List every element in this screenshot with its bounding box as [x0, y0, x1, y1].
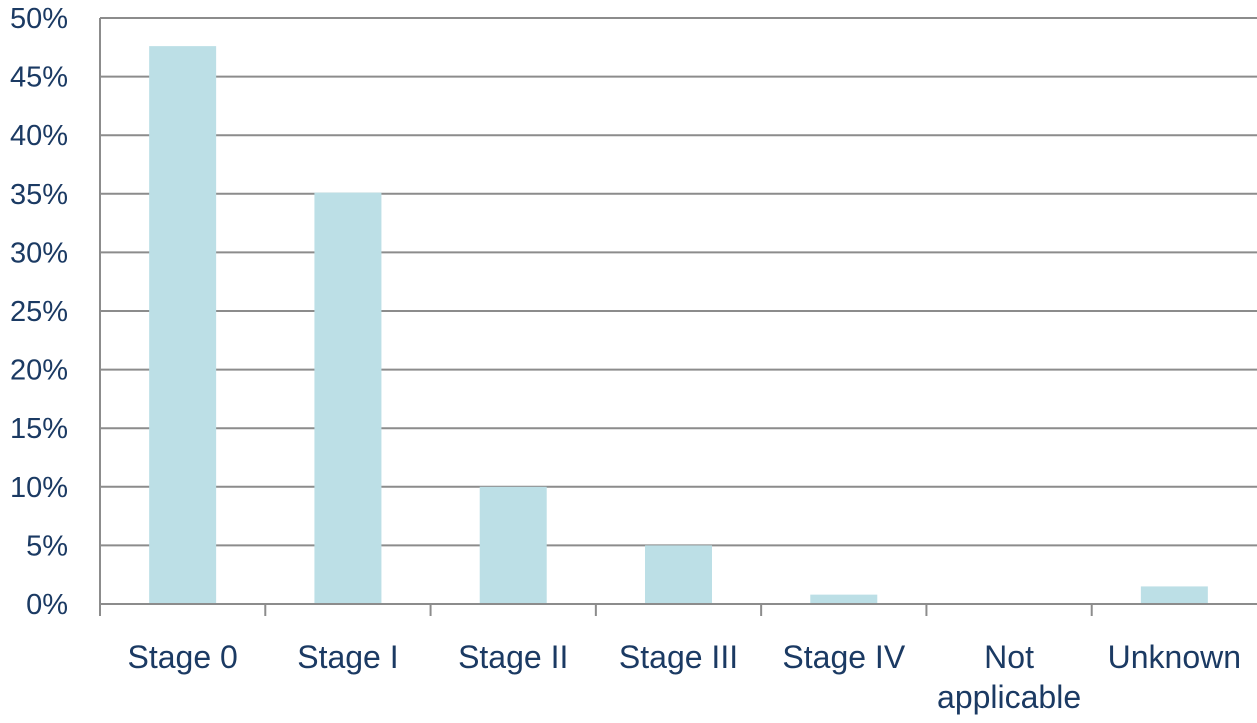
bar-stage-0: [149, 46, 217, 605]
x-tick-label: Not applicable: [937, 639, 1081, 715]
x-tick-label: Stage IV: [782, 639, 905, 675]
x-tick-label: Stage III: [619, 639, 738, 675]
y-tick-label: 20%: [10, 355, 68, 387]
y-tick-label: 0%: [26, 589, 68, 621]
x-tick-label: Stage I: [297, 639, 398, 675]
bar-stage-i: [314, 192, 382, 605]
y-tick-label: 15%: [10, 413, 68, 445]
y-tick-label: 40%: [10, 120, 68, 152]
x-axis-tick-labels: Stage 0 Stage I Stage II Stage III Stage IV N…: [127, 639, 1241, 715]
bar-stage-iv: [810, 594, 878, 604]
x-tick-label: Stage 0: [127, 639, 237, 675]
y-tick-label: 50%: [10, 3, 68, 35]
y-axis-tick-labels: 0% 5% 10% 15% 20% 25% 30% 35% 40% 45% 50%: [10, 3, 68, 621]
bar-stage-iii: [645, 545, 712, 604]
x-axis: [99, 18, 1257, 616]
bar-unknown: [1140, 586, 1208, 604]
y-tick-label: 25%: [10, 296, 68, 328]
bar-stage-ii: [479, 486, 547, 604]
y-tick-label: 30%: [10, 237, 68, 269]
y-tick-label: 10%: [10, 472, 68, 504]
y-tick-label: 5%: [26, 530, 68, 562]
gridlines: [100, 17, 1257, 547]
x-tick-label: Stage II: [458, 639, 568, 675]
y-tick-label: 35%: [10, 179, 68, 211]
bars: [149, 46, 1208, 605]
x-tick-label: Unknown: [1108, 639, 1241, 675]
y-tick-label: 45%: [10, 62, 68, 94]
